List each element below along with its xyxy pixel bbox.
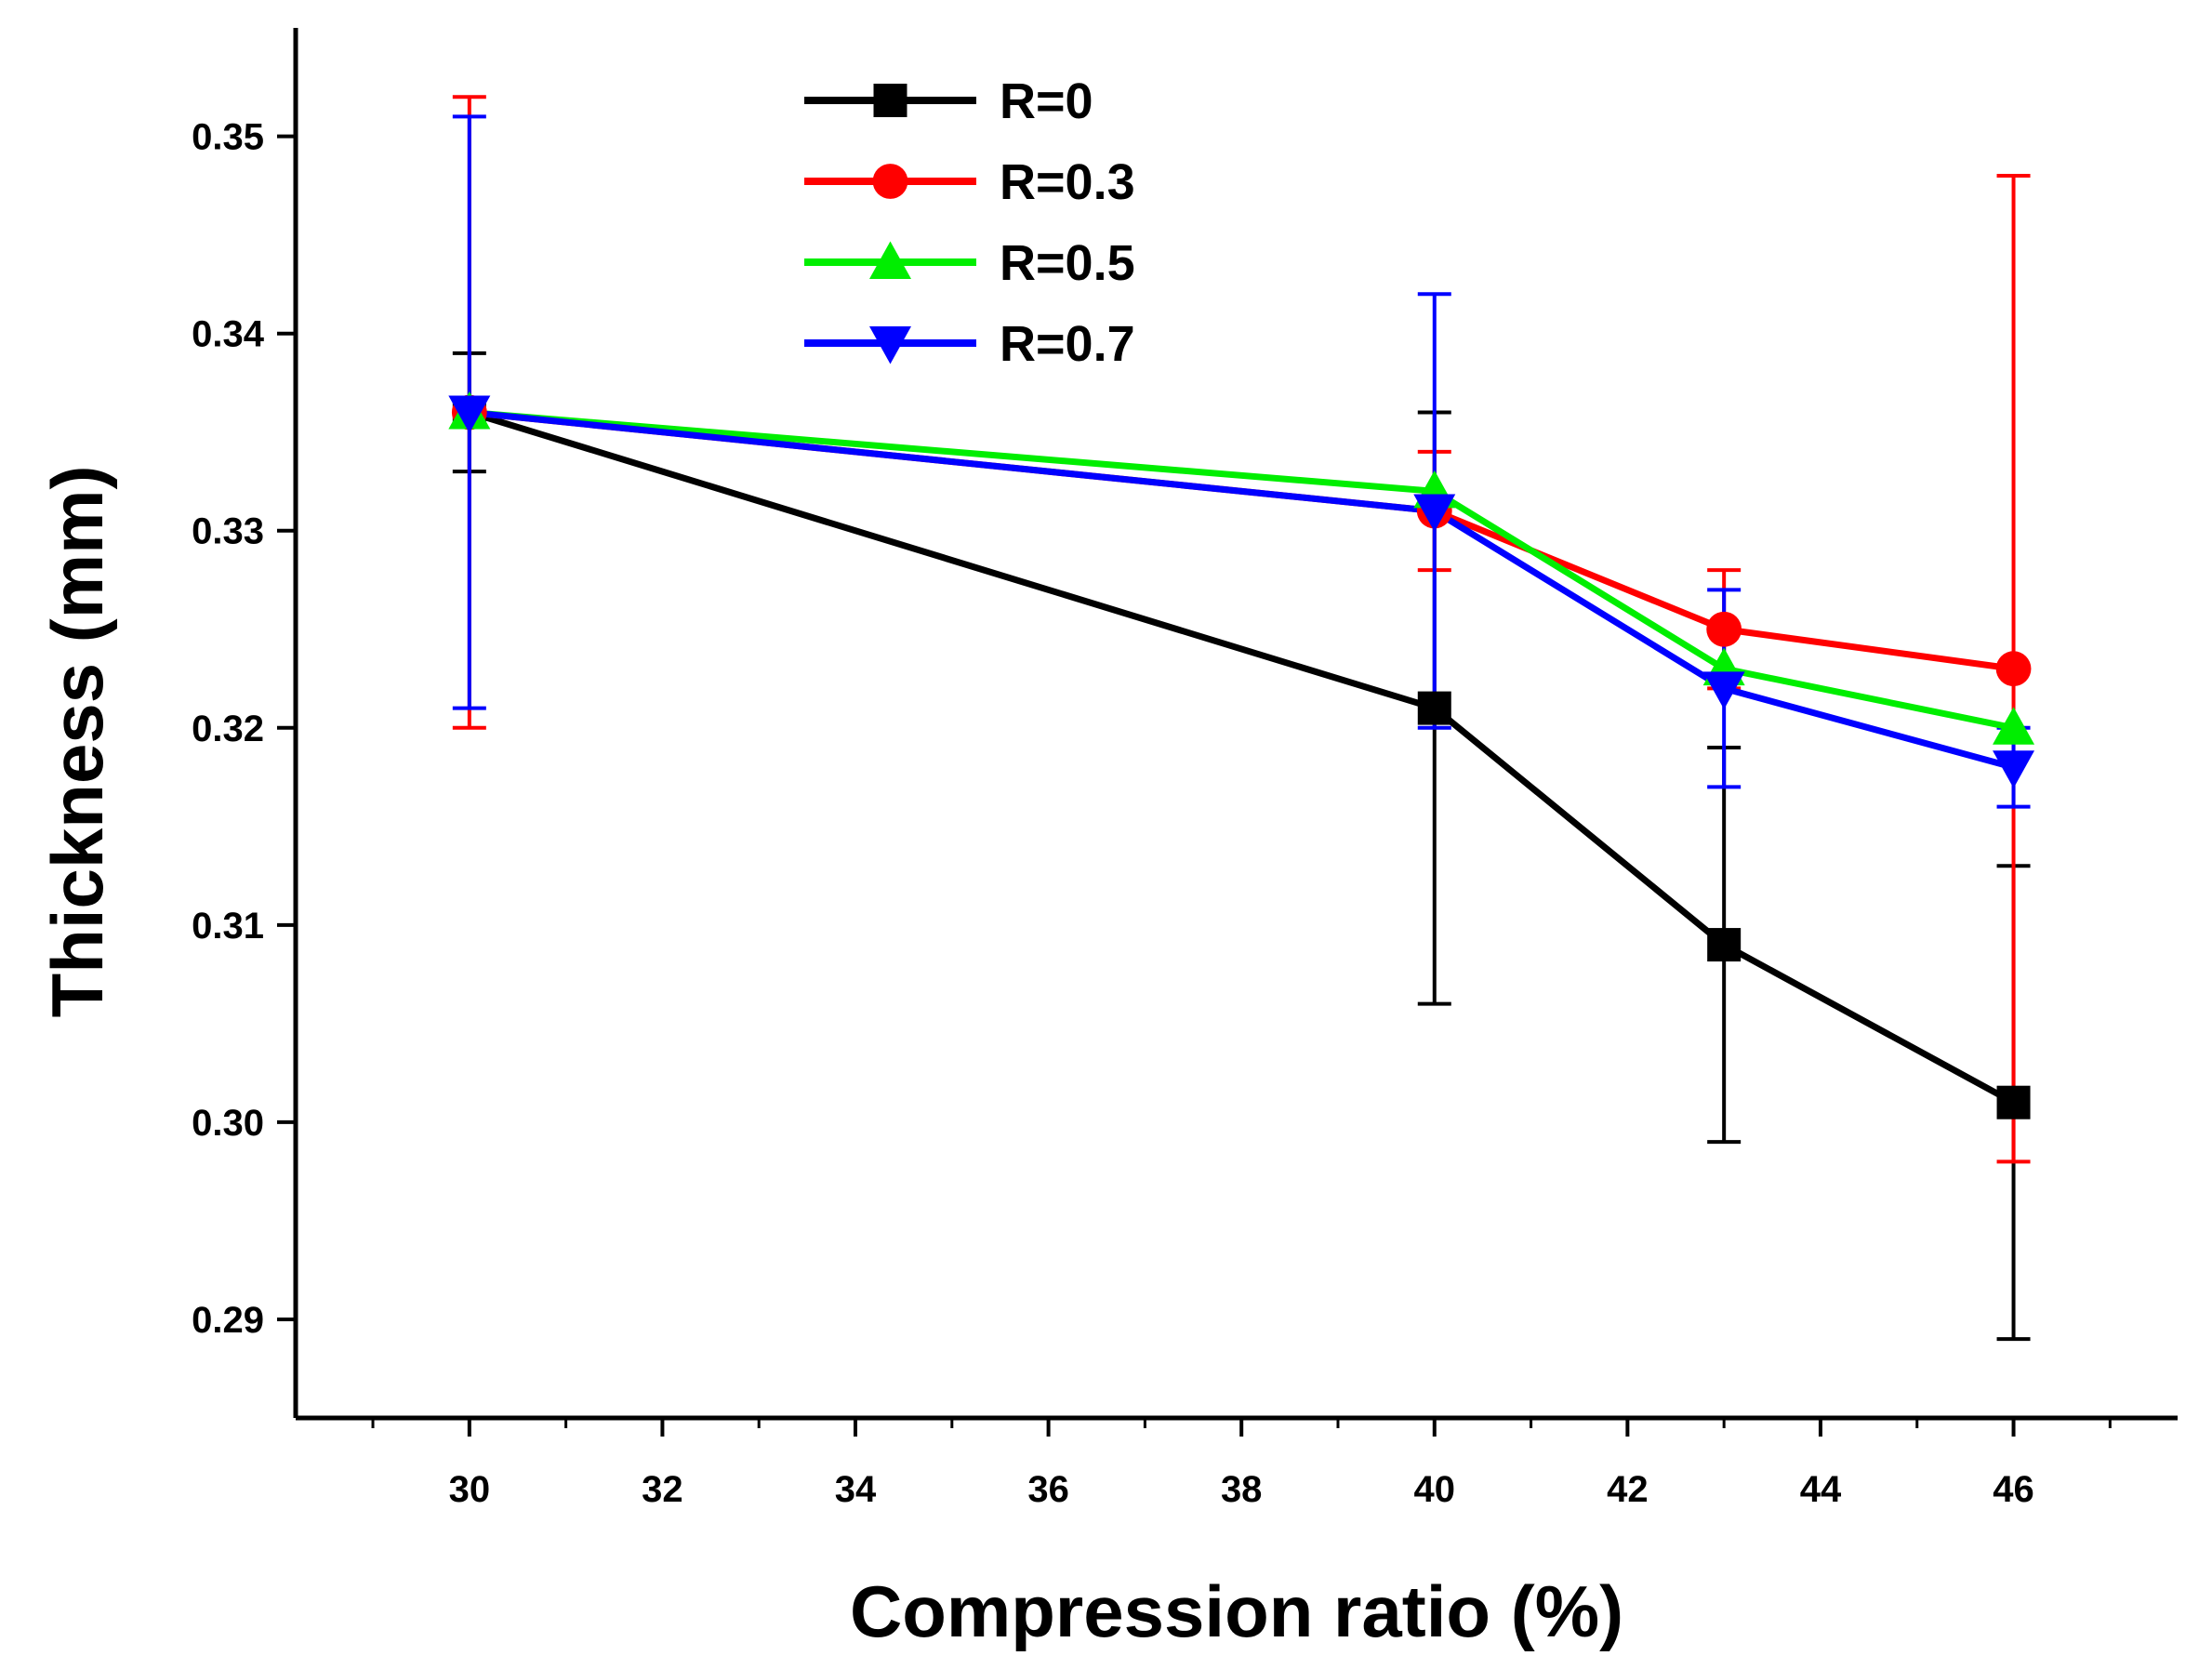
line-r-0-5 [469, 409, 2015, 732]
x-tick-label: 36 [1027, 1469, 1069, 1510]
legend: R=0 R=0.3 R=0.5 R=0.7 [804, 73, 1135, 372]
marker-r-0-7 [1993, 750, 2035, 788]
y-axis-title: Thickness (mm) [36, 466, 118, 1018]
y-tick-label: 0.29 [192, 1300, 264, 1341]
legend-item-r-0-5: R=0.5 [804, 235, 1135, 291]
x-tick-label: 38 [1221, 1469, 1263, 1510]
line-r-0 [468, 409, 2016, 1106]
legend-item-r-0-3: R=0.3 [804, 154, 1135, 210]
line-r-0-3 [469, 409, 2015, 672]
legend-label: R=0 [1000, 73, 1093, 129]
y-tick-label: 0.31 [192, 906, 264, 947]
marker-r-0-7 [448, 395, 491, 434]
legend-label: R=0.7 [1000, 316, 1135, 372]
legend-marker [872, 164, 908, 199]
legend-label: R=0.3 [1000, 154, 1135, 210]
error-bars [452, 95, 2031, 1342]
y-tick-label: 0.32 [192, 709, 264, 749]
series-lines [468, 409, 2016, 1106]
x-axis-title: Compression ratio (%) [850, 1570, 1623, 1652]
x-tick-label: 30 [449, 1469, 491, 1510]
marker-r-0-3 [1706, 611, 1742, 647]
marker-r-0-5 [1993, 707, 2035, 745]
line-r-0-7 [469, 409, 2015, 771]
legend-item-r-0-7: R=0.7 [804, 316, 1135, 372]
x-tick-label: 40 [1414, 1469, 1456, 1510]
legend-label: R=0.5 [1000, 235, 1135, 291]
axes: 30 32 34 36 38 40 42 44 46 0.29 0.30 0.31 0.32 0.33 0.… [192, 28, 2178, 1510]
marker-r-0 [1996, 1085, 2031, 1119]
y-tick-label: 0.35 [192, 117, 264, 158]
y-tick-label: 0.33 [192, 511, 264, 552]
y-tick-label: 0.34 [192, 314, 265, 355]
marker-r-0-7 [1413, 494, 1456, 533]
legend-marker [873, 84, 907, 117]
marker-r-0-3 [1995, 651, 2032, 687]
x-tick-label: 46 [1993, 1469, 2034, 1510]
x-tick-label: 34 [835, 1469, 877, 1510]
y-tick-label: 0.30 [192, 1103, 264, 1144]
legend-item-r-0: R=0 [804, 73, 1093, 129]
x-tick-label: 44 [1800, 1469, 1842, 1510]
legend-marker [869, 326, 911, 364]
marker-r-0 [1707, 928, 1742, 962]
x-tick-label: 32 [642, 1469, 683, 1510]
legend-marker [869, 241, 911, 279]
x-tick-label: 42 [1607, 1469, 1649, 1510]
marker-r-0 [1417, 691, 1451, 725]
marker-r-0-7 [1702, 671, 1745, 709]
series-markers [448, 391, 2035, 1119]
